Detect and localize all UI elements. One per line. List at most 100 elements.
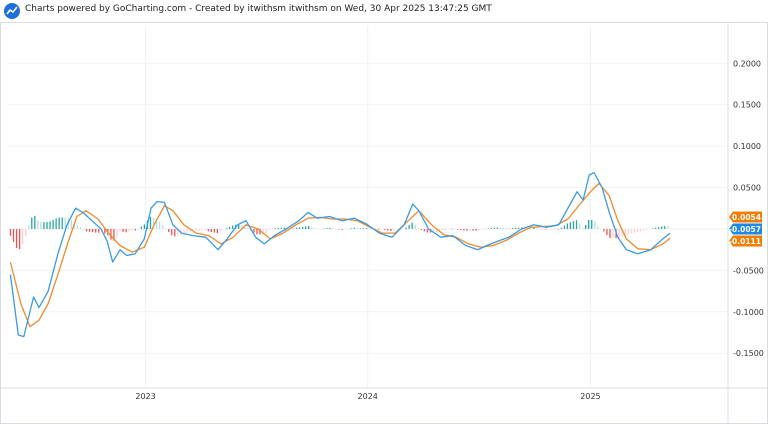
histogram-bar <box>572 221 575 229</box>
histogram-bar <box>262 228 264 235</box>
histogram-bar <box>466 228 468 231</box>
histogram-bar <box>411 222 413 229</box>
histogram-bar <box>283 227 286 229</box>
histogram-bar <box>268 228 270 231</box>
histogram-bar <box>594 221 596 229</box>
chart-header: Charts powered by GoCharting.com - Creat… <box>0 0 768 22</box>
y-tick-label: 0.1500 <box>733 101 761 110</box>
histogram-bar <box>104 228 106 234</box>
histogram-bar <box>37 220 39 229</box>
histogram-bar <box>569 222 572 229</box>
histogram-bar <box>636 228 639 232</box>
histogram-bar <box>70 219 72 229</box>
histogram-bar <box>441 228 444 231</box>
histogram-bar <box>566 223 569 229</box>
histogram-bar <box>648 228 651 230</box>
histogram-bar <box>335 228 337 230</box>
histogram-bar <box>274 228 276 229</box>
histogram-bar <box>95 228 97 233</box>
histogram-bar <box>499 227 502 229</box>
histogram-bar <box>551 228 553 230</box>
histogram-bar <box>88 228 91 232</box>
histogram-bar <box>311 227 313 229</box>
histogram-bar <box>301 226 304 229</box>
histogram-bar <box>481 228 483 230</box>
x-tick-label: 2024 <box>358 392 378 401</box>
histogram-bar <box>329 227 331 229</box>
histogram-bar <box>578 223 581 229</box>
histogram-bar <box>119 228 121 232</box>
histogram-bar <box>61 217 63 229</box>
value-badge-histogram <box>729 211 762 223</box>
histogram-bar <box>55 218 57 229</box>
histogram-bar <box>9 228 12 236</box>
histogram-bar <box>308 225 310 229</box>
histogram-bar <box>247 228 249 229</box>
histogram-bar <box>588 220 590 229</box>
histogram-bar <box>393 228 395 231</box>
histogram-bar <box>463 228 465 231</box>
histogram-bar <box>122 228 124 232</box>
histogram-bar <box>347 228 349 230</box>
histogram-bar <box>134 228 136 231</box>
histogram-bar <box>618 228 620 238</box>
histogram-bar <box>606 228 608 236</box>
histogram-bar <box>280 227 282 229</box>
histogram-bar <box>469 228 471 231</box>
histogram-bar <box>314 228 316 229</box>
histogram-bar <box>581 227 584 229</box>
histogram-bar <box>219 228 222 231</box>
histogram-bar <box>143 224 146 229</box>
histogram-bar <box>624 228 626 236</box>
histogram-bar <box>438 228 441 232</box>
histogram-bar <box>353 227 356 229</box>
histogram-bar <box>518 227 520 229</box>
histogram-bar <box>378 228 380 230</box>
y-tick-label: -0.1500 <box>733 349 764 358</box>
histogram-bar <box>584 224 587 229</box>
histogram-bar <box>451 228 453 230</box>
histogram-bar <box>432 228 435 233</box>
histogram-bar <box>338 228 340 230</box>
histogram-bar <box>131 228 133 231</box>
histogram-bar <box>18 228 21 250</box>
histogram-bar <box>317 228 319 230</box>
histogram-bar <box>651 228 654 230</box>
histogram-bar <box>195 228 197 231</box>
histogram-bar <box>362 228 365 229</box>
histogram-bar <box>174 228 176 237</box>
histogram-bar <box>484 228 486 230</box>
histogram-bar <box>222 228 225 230</box>
histogram-bar <box>183 228 185 234</box>
histogram-bar <box>396 228 398 230</box>
header-attribution: Charts powered by GoCharting.com - Creat… <box>25 4 492 14</box>
histogram-bar <box>177 228 179 236</box>
histogram-bar <box>472 228 474 231</box>
histogram-bar <box>548 228 550 230</box>
histogram-bar <box>402 228 404 230</box>
histogram-bar <box>277 227 279 229</box>
histogram-bar <box>630 228 632 234</box>
histogram-bar <box>149 216 152 229</box>
histogram-bar <box>305 226 307 229</box>
histogram-bar <box>31 217 33 229</box>
histogram-bar <box>201 228 203 231</box>
histogram-bar <box>332 228 334 229</box>
histogram-bar <box>137 228 139 229</box>
histogram-bar <box>375 228 377 230</box>
histogram-bar <box>15 228 18 248</box>
histogram-bar <box>365 228 368 229</box>
histogram-bar <box>171 228 173 236</box>
histogram-bar <box>125 228 127 233</box>
histogram-bar <box>113 228 115 241</box>
histogram-bar <box>12 228 15 242</box>
histogram-bar <box>654 227 657 229</box>
histogram-bar <box>426 228 429 233</box>
x-axis-labels: 2023 2024 2025 <box>135 392 600 401</box>
histogram-bar <box>414 224 416 229</box>
histogram-bar <box>320 228 322 230</box>
histogram-bar <box>40 222 42 229</box>
macd-line <box>9 171 671 338</box>
histogram-bar <box>539 228 541 230</box>
